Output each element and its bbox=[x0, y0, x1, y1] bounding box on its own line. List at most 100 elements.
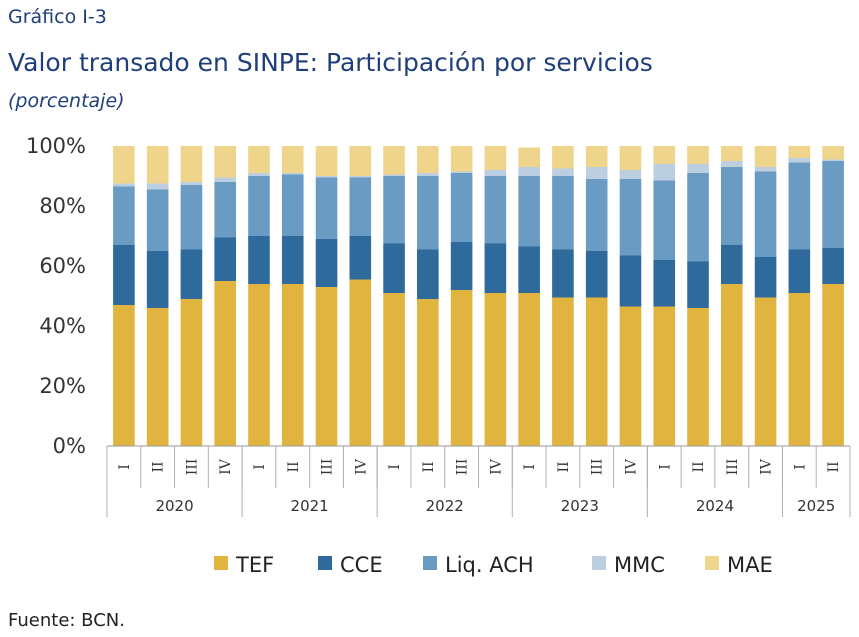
x-quarter-label: III bbox=[184, 459, 200, 476]
bar-segment-cce-4 bbox=[248, 236, 270, 284]
x-quarter-label: III bbox=[725, 459, 741, 476]
bar-segment-cce-17 bbox=[687, 261, 709, 308]
bar-segment-mae-21 bbox=[822, 146, 844, 160]
bar-segment-mmc-2 bbox=[180, 182, 203, 185]
bar-segment-tef-8 bbox=[383, 293, 405, 446]
bar-segment-cce-11 bbox=[484, 243, 507, 293]
bar-segment-liq-ach-7 bbox=[349, 177, 372, 236]
x-year-label: 2022 bbox=[426, 497, 464, 515]
bar-segment-liq-ach-20 bbox=[788, 162, 811, 250]
bar-segment-liq-ach-4 bbox=[248, 176, 270, 236]
bar-segment-tef-9 bbox=[417, 299, 439, 446]
bar-segment-liq-ach-10 bbox=[450, 173, 473, 242]
bar-segment-mmc-8 bbox=[383, 174, 405, 176]
bar-segment-liq-ach-17 bbox=[687, 173, 709, 262]
bar-segment-liq-ach-5 bbox=[281, 174, 304, 236]
bar-segment-mae-1 bbox=[146, 146, 169, 184]
legend-label: MMC bbox=[614, 553, 665, 577]
bar-segment-tef-14 bbox=[585, 297, 608, 446]
x-quarter-label: IV bbox=[759, 458, 775, 475]
bar-segment-liq-ach-14 bbox=[585, 179, 608, 251]
bar-segment-liq-ach-18 bbox=[720, 167, 743, 245]
bar-segment-tef-4 bbox=[248, 284, 270, 446]
legend-swatch-liq-ach bbox=[423, 556, 437, 570]
bar-segment-mae-6 bbox=[315, 146, 338, 176]
bar-segment-liq-ach-19 bbox=[754, 171, 777, 257]
bar-segment-mae-4 bbox=[248, 146, 270, 173]
bar-segment-mae-12 bbox=[518, 147, 540, 167]
y-tick-label: 0% bbox=[53, 434, 86, 458]
bar-segment-cce-12 bbox=[518, 246, 540, 293]
bar-segment-mmc-10 bbox=[450, 171, 473, 173]
bar-segment-cce-5 bbox=[281, 236, 304, 284]
bar-segment-mae-7 bbox=[349, 146, 372, 176]
bar-segment-cce-10 bbox=[450, 242, 473, 290]
bar-segment-mmc-1 bbox=[146, 183, 169, 190]
x-quarter-label: II bbox=[421, 461, 437, 472]
bar-segment-mae-18 bbox=[720, 146, 743, 161]
bar-segment-tef-13 bbox=[552, 297, 574, 446]
x-year-label: 2024 bbox=[696, 497, 734, 515]
legend-swatch-cce bbox=[318, 556, 332, 570]
bar-segment-mae-2 bbox=[180, 146, 203, 182]
bar-segment-mae-17 bbox=[687, 146, 709, 164]
bar-segment-cce-9 bbox=[417, 249, 439, 299]
bar-segment-cce-1 bbox=[146, 251, 169, 308]
bar-segment-mmc-4 bbox=[248, 173, 270, 176]
bar-segment-liq-ach-2 bbox=[180, 185, 203, 250]
bar-segment-cce-19 bbox=[754, 257, 777, 298]
x-year-label: 2023 bbox=[561, 497, 599, 515]
bar-segment-tef-2 bbox=[180, 299, 203, 446]
bar-segment-tef-21 bbox=[822, 284, 844, 446]
bar-segment-cce-21 bbox=[822, 248, 844, 284]
x-quarter-label: IV bbox=[218, 458, 234, 475]
x-quarter-label: IV bbox=[623, 458, 639, 475]
bar-segment-cce-13 bbox=[552, 249, 574, 298]
bar-segment-liq-ach-21 bbox=[822, 161, 844, 248]
bar-segment-mmc-13 bbox=[552, 168, 574, 176]
bar-segment-liq-ach-12 bbox=[518, 176, 540, 247]
legend-label: Liq. ACH bbox=[445, 553, 534, 577]
bar-segment-tef-16 bbox=[653, 306, 676, 446]
bar-segment-mae-13 bbox=[552, 146, 574, 169]
bar-segment-tef-11 bbox=[484, 293, 507, 446]
bar-segment-mae-9 bbox=[417, 146, 439, 173]
bar-segment-cce-6 bbox=[315, 239, 338, 287]
x-quarter-label: II bbox=[826, 461, 842, 472]
x-quarter-label: I bbox=[252, 464, 268, 470]
y-tick-label: 40% bbox=[39, 314, 86, 338]
bar-segment-cce-20 bbox=[788, 249, 811, 293]
x-quarter-label: I bbox=[522, 464, 538, 470]
bar-segment-mae-11 bbox=[484, 146, 507, 170]
chart-subtitle: (porcentaje) bbox=[8, 90, 125, 112]
bar-segment-mmc-17 bbox=[687, 164, 709, 173]
bar-segment-mae-20 bbox=[788, 146, 811, 158]
bar-segment-mmc-7 bbox=[349, 176, 372, 178]
bar-segment-tef-15 bbox=[619, 306, 642, 446]
y-tick-label: 60% bbox=[39, 254, 86, 278]
bar-segment-mae-15 bbox=[619, 146, 642, 170]
axes-layer: 0%20%40%60%80%100%I II III IV I II III IV I II III… bbox=[26, 134, 851, 517]
bar-segment-tef-10 bbox=[450, 290, 473, 446]
bar-segment-cce-7 bbox=[349, 236, 372, 280]
bar-segment-tef-19 bbox=[754, 297, 777, 446]
legend: TEF CCE Liq. ACH MMC MAE bbox=[214, 553, 773, 577]
x-quarter-label: II bbox=[286, 461, 302, 472]
x-quarter-label: IV bbox=[353, 458, 369, 475]
bar-segment-mmc-18 bbox=[720, 161, 743, 167]
bar-segment-tef-20 bbox=[788, 293, 811, 446]
bar-segment-cce-0 bbox=[113, 245, 135, 305]
x-quarter-label: III bbox=[455, 459, 471, 476]
y-tick-label: 100% bbox=[26, 134, 86, 158]
legend-label: CCE bbox=[340, 553, 383, 577]
bar-segment-tef-6 bbox=[315, 287, 338, 446]
bar-segment-cce-3 bbox=[214, 237, 237, 281]
bar-segment-mmc-15 bbox=[619, 170, 642, 179]
bar-segment-liq-ach-0 bbox=[113, 186, 135, 245]
bar-segment-mmc-21 bbox=[822, 159, 844, 161]
bar-segment-liq-ach-6 bbox=[315, 177, 338, 239]
x-quarter-label: IV bbox=[488, 458, 504, 475]
x-quarter-label: III bbox=[320, 459, 336, 476]
x-quarter-label: I bbox=[792, 464, 808, 470]
